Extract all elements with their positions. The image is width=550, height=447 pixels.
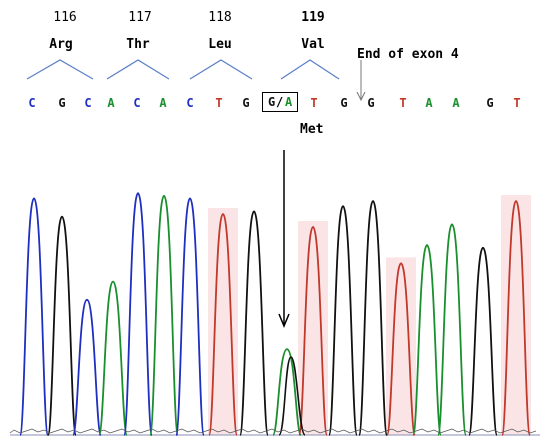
- peak-trace: [437, 223, 467, 436]
- peak-trace: [19, 197, 49, 436]
- sequence-base: G: [486, 96, 494, 110]
- peak-trace: [123, 192, 153, 436]
- chromatogram-traces: [9, 192, 537, 436]
- sequence-base: C: [186, 96, 194, 110]
- peak-trace: [239, 210, 269, 436]
- codon-chevrons: [26, 59, 340, 80]
- codon-chevron: [189, 59, 253, 80]
- peak-trace: [501, 200, 531, 436]
- baseline-noise: [9, 428, 537, 434]
- codon-chevron: [280, 59, 340, 80]
- peak-trace: [358, 200, 388, 436]
- peak-trace: [468, 246, 498, 436]
- sequence-base: A: [425, 96, 433, 110]
- peak-trace: [386, 262, 416, 436]
- peak-trace: [208, 213, 238, 436]
- peak-trace: [149, 194, 179, 436]
- mutant-amino-acid-label: Met: [300, 122, 324, 137]
- sequence-base: T: [215, 96, 223, 110]
- amino-acid-label: Thr: [126, 37, 150, 52]
- peak-trace: [98, 280, 128, 436]
- sequence-base: A: [159, 96, 167, 110]
- sequence-base: C: [84, 96, 92, 110]
- sequence-base: G: [242, 96, 250, 110]
- sequence-base: A: [107, 96, 115, 110]
- codon-number: 116: [53, 10, 77, 25]
- sequence-base: T: [399, 96, 407, 110]
- peak-trace: [328, 205, 358, 436]
- sequence-base: C: [133, 96, 141, 110]
- codon-number-mutated: 119: [301, 10, 325, 25]
- codon-chevron: [26, 59, 94, 80]
- mutation-box: [262, 92, 298, 112]
- sequence-base: G: [367, 96, 375, 110]
- peak-trace: [298, 226, 328, 436]
- codon-chevron: [106, 59, 170, 80]
- exon-end-label: End of exon 4: [357, 47, 459, 62]
- amino-acid-label: Val: [301, 37, 325, 52]
- codon-number: 117: [128, 10, 152, 25]
- sequence-base: G: [340, 96, 348, 110]
- mutation-base-alt: A: [285, 95, 293, 109]
- sequence-base: T: [513, 96, 521, 110]
- peak-trace: [175, 197, 205, 436]
- peak-trace: [72, 298, 102, 436]
- sequence-base: T: [310, 96, 318, 110]
- sequence-base: C: [28, 96, 36, 110]
- mutation-base-ref: G: [268, 95, 276, 109]
- exon-end-arrow: [356, 60, 366, 102]
- peak-trace: [412, 244, 442, 436]
- mutation-slash: /: [276, 95, 284, 109]
- codon-number: 118: [208, 10, 232, 25]
- peak-trace: [272, 348, 302, 436]
- sequence-base: G: [58, 96, 66, 110]
- mutation-arrow: [278, 150, 290, 328]
- peak-trace: [47, 215, 77, 436]
- amino-acid-label: Arg: [49, 37, 73, 52]
- secondary-peak-trace: [278, 356, 306, 436]
- sequence-base: A: [452, 96, 460, 110]
- amino-acid-label: Leu: [208, 37, 232, 52]
